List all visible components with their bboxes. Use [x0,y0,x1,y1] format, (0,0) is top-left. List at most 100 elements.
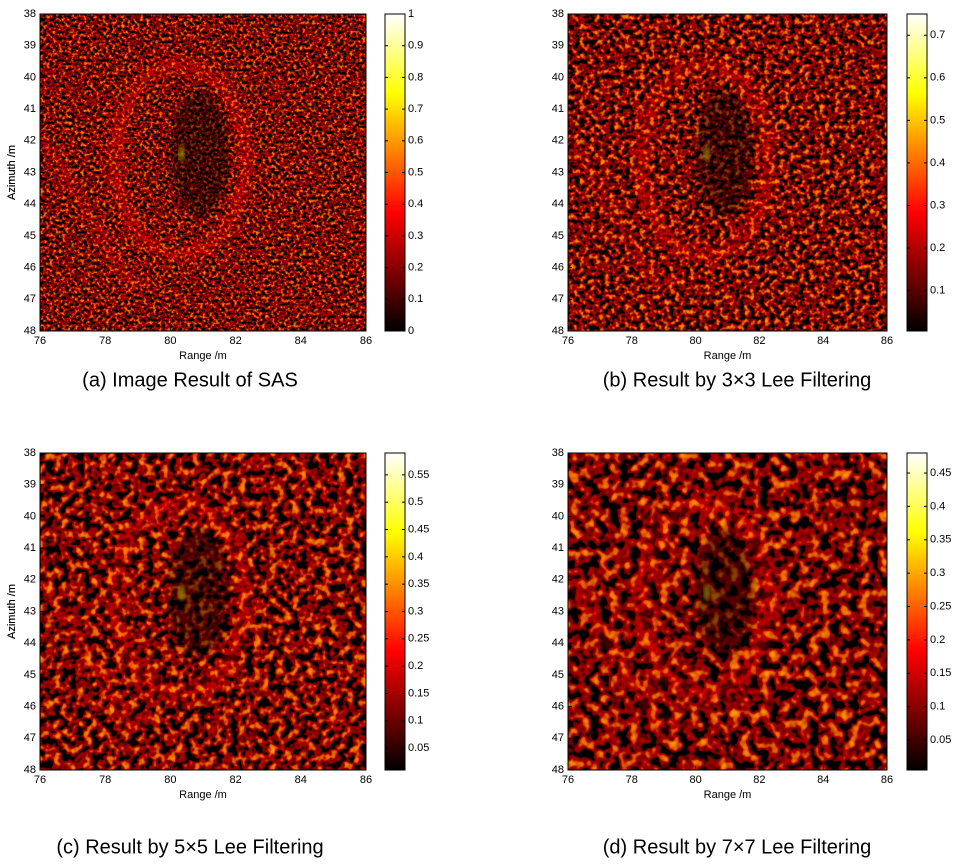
y-tick-label: 38 [552,447,564,459]
x-tick-label: 82 [753,335,765,347]
y-axis-label: Azimuth /m [6,145,18,200]
y-tick-label: 44 [24,198,36,210]
caption: (a) Image Result of SAS [82,369,298,391]
ring [634,496,776,701]
ring [107,57,253,262]
colorbar-tick-label: 0.6 [408,135,423,147]
colorbar-tick-label: 0.4 [408,198,423,210]
colorbar-tick-label: 0.2 [930,242,945,254]
y-tick-label: 47 [24,293,36,305]
colorbar-tick-label: 0.25 [408,633,429,645]
y-tick-label: 44 [552,637,564,649]
x-tick-label: 86 [360,774,372,786]
colorbar-tick-label: 0.5 [408,166,423,178]
y-tick-label: 46 [552,262,564,274]
y-tick-label: 47 [24,732,36,744]
y-tick-label: 39 [24,479,36,491]
caption: (b) Result by 3×3 Lee Filtering [603,369,871,391]
colorbar-tick-label: 0.45 [930,467,951,479]
colorbar-tick-label: 0.7 [408,103,423,115]
x-axis-label: Range /m [179,350,227,362]
y-tick-label: 43 [552,605,564,617]
colorbar-tick-label: 0.35 [930,534,951,546]
y-tick-label: 44 [552,198,564,210]
colorbar-tick-label: 0.1 [408,715,423,727]
edge [40,571,156,731]
x-tick-label: 86 [881,335,893,347]
colorbar-tick-label: 0.35 [408,578,429,590]
colorbar-tick-label: 0.15 [930,667,951,679]
y-tick-label: 42 [552,574,564,586]
x-tick-label: 80 [164,335,176,347]
y-tick-label: 38 [552,8,564,20]
colorbar-tick-label: 0.1 [408,293,423,305]
image [568,453,887,770]
colorbar-tick-label: 0.3 [930,199,945,211]
y-tick-label: 43 [24,605,36,617]
colorbar-tick-label: 0.55 [408,469,429,481]
x-tick-label: 76 [34,335,46,347]
colorbar-tick-label: 0.2 [408,262,423,274]
y-tick-label: 40 [24,71,36,83]
caption: (c) Result by 5×5 Lee Filtering [56,836,323,858]
x-tick-label: 84 [295,335,307,347]
colorbar-tick-label: 0.5 [930,114,945,126]
x-tick-label: 78 [626,335,638,347]
x-tick-label: 84 [295,774,307,786]
colorbar-tick-label: 0.9 [408,40,423,52]
panel: 76 78 80 82 84 86 38 39 40 41 42 43 44 45 46 47 48 Range … [6,8,945,391]
x-tick-label: 84 [817,335,829,347]
colorbar-tick-label: 0.2 [408,660,423,672]
edge [568,571,681,731]
colorbar-tick-label: 0.05 [408,742,429,754]
colorbar-tick-label: 0.25 [930,600,951,612]
y-tick-label: 45 [24,669,36,681]
colorbar-tick-label: 0.5 [408,496,423,508]
colorbar-tick-label: 0.1 [930,284,945,296]
colorbar-tick-label: 0.3 [408,605,423,617]
x-axis-label: Range /m [704,789,752,801]
x-tick-label: 80 [689,335,701,347]
ring [634,57,776,262]
panel: 76 78 80 82 84 86 38 39 40 41 42 43 44 45 46 47 48 Range … [6,447,430,858]
x-tick-label: 76 [34,774,46,786]
colorbar [906,13,928,332]
x-tick-label: 82 [753,774,765,786]
colorbar-tick-label: 0.3 [930,567,945,579]
caption: (d) Result by 7×7 Lee Filtering [603,836,871,858]
y-tick-label: 44 [24,637,36,649]
colorbar-tick-label: 0.6 [930,72,945,84]
y-tick-label: 41 [552,103,564,115]
y-tick-label: 40 [552,71,564,83]
y-tick-label: 42 [24,135,36,147]
y-tick-label: 39 [552,40,564,52]
y-tick-label: 46 [552,701,564,713]
x-tick-label: 82 [229,774,241,786]
y-tick-label: 41 [552,542,564,554]
edge [568,132,681,292]
x-tick-label: 86 [881,774,893,786]
y-tick-label: 46 [24,701,36,713]
y-axis-label: Azimuth /m [6,145,18,200]
shadow [695,90,754,217]
colorbar-tick-label: 1 [408,8,414,20]
edge [40,132,156,292]
colorbar-tick-label: 0.4 [930,157,945,169]
colorbar-tick-label: 0.2 [930,634,945,646]
image [40,14,366,331]
shadow [695,529,754,656]
x-tick-label: 78 [626,774,638,786]
colorbar-tick-label: 0 [408,325,414,337]
image [568,14,887,331]
y-tick-label: 42 [552,135,564,147]
shadow [170,529,230,656]
y-tick-label: 39 [552,479,564,491]
panel: 76 78 80 82 84 86 38 39 40 41 42 43 44 45 46 47 48 Range … [6,447,952,858]
y-tick-label: 48 [552,764,564,776]
colorbar-tick-label: 0.1 [930,701,945,713]
colorbar-tick-label: 0.8 [408,71,423,83]
x-tick-label: 78 [99,774,111,786]
y-tick-label: 40 [24,510,36,522]
y-tick-label: 48 [24,325,36,337]
